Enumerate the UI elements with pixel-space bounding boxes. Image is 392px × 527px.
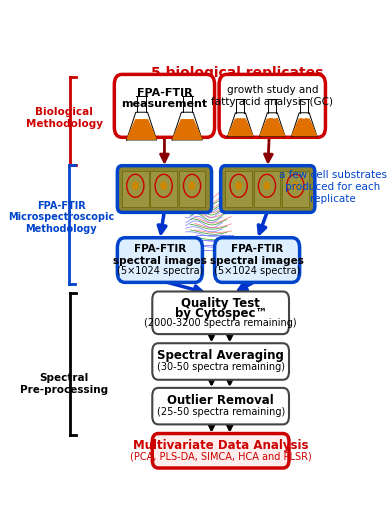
Text: FPA-FTIR
Microspectroscopic
Methodology: FPA-FTIR Microspectroscopic Methodology bbox=[8, 201, 114, 234]
Text: a few cell substrates
produced for each
replicate: a few cell substrates produced for each … bbox=[279, 170, 387, 203]
FancyBboxPatch shape bbox=[225, 171, 252, 207]
Polygon shape bbox=[236, 100, 244, 113]
Text: (5×1024 spectra): (5×1024 spectra) bbox=[214, 267, 300, 276]
Polygon shape bbox=[127, 112, 157, 140]
Text: II: II bbox=[184, 120, 191, 130]
Polygon shape bbox=[173, 120, 202, 139]
Polygon shape bbox=[260, 119, 285, 135]
Text: Outlier Removal: Outlier Removal bbox=[167, 394, 274, 407]
Text: Spectral
Pre-processing: Spectral Pre-processing bbox=[20, 373, 108, 395]
Polygon shape bbox=[228, 113, 253, 136]
FancyBboxPatch shape bbox=[254, 171, 280, 207]
Circle shape bbox=[236, 182, 241, 189]
Circle shape bbox=[293, 182, 298, 189]
Polygon shape bbox=[183, 97, 192, 112]
Text: (30-50 spectra remaining): (30-50 spectra remaining) bbox=[157, 362, 285, 372]
Text: (PCA, PLS-DA, SIMCA, HCA and PLSR): (PCA, PLS-DA, SIMCA, HCA and PLSR) bbox=[130, 452, 312, 462]
Circle shape bbox=[264, 182, 270, 189]
Text: Biological
Methodology: Biological Methodology bbox=[26, 107, 103, 129]
Text: FPA-FTIR
spectral images: FPA-FTIR spectral images bbox=[113, 245, 207, 266]
FancyBboxPatch shape bbox=[152, 343, 289, 380]
FancyBboxPatch shape bbox=[152, 291, 289, 334]
Text: by Cytospec™: by Cytospec™ bbox=[174, 307, 267, 320]
FancyBboxPatch shape bbox=[122, 171, 149, 207]
FancyBboxPatch shape bbox=[219, 74, 325, 138]
Polygon shape bbox=[291, 113, 317, 136]
FancyBboxPatch shape bbox=[117, 165, 212, 212]
FancyBboxPatch shape bbox=[114, 74, 214, 138]
FancyBboxPatch shape bbox=[152, 388, 289, 424]
Text: (5×1024 spectra): (5×1024 spectra) bbox=[117, 267, 203, 276]
FancyBboxPatch shape bbox=[282, 171, 309, 207]
Text: V: V bbox=[300, 119, 308, 129]
Polygon shape bbox=[260, 113, 285, 136]
Polygon shape bbox=[228, 119, 253, 135]
Text: FPA-FTIR
measurement: FPA-FTIR measurement bbox=[122, 88, 207, 110]
Polygon shape bbox=[127, 120, 156, 139]
Circle shape bbox=[189, 182, 195, 189]
Text: (25-50 spectra remaining): (25-50 spectra remaining) bbox=[156, 407, 285, 417]
Text: Multivariate Data Analysis: Multivariate Data Analysis bbox=[133, 438, 309, 452]
Text: III: III bbox=[235, 119, 246, 129]
FancyBboxPatch shape bbox=[221, 165, 315, 212]
Polygon shape bbox=[172, 112, 202, 140]
Circle shape bbox=[132, 182, 138, 189]
Text: Quality Test: Quality Test bbox=[181, 297, 260, 310]
Text: 5 biological replicates: 5 biological replicates bbox=[151, 65, 323, 80]
Polygon shape bbox=[292, 119, 317, 135]
Polygon shape bbox=[300, 100, 308, 113]
FancyBboxPatch shape bbox=[214, 238, 299, 282]
Text: IV: IV bbox=[267, 119, 278, 129]
Polygon shape bbox=[268, 100, 276, 113]
Text: FPA-FTIR
spectral images: FPA-FTIR spectral images bbox=[210, 245, 304, 266]
Text: growth study and
fatty acid analysis (GC): growth study and fatty acid analysis (GC… bbox=[211, 85, 333, 107]
Text: (2000-3200 spectra remaining): (2000-3200 spectra remaining) bbox=[144, 318, 297, 328]
Polygon shape bbox=[137, 97, 146, 112]
FancyBboxPatch shape bbox=[117, 238, 202, 282]
Text: Spectral Averaging: Spectral Averaging bbox=[157, 349, 284, 363]
Circle shape bbox=[161, 182, 166, 189]
Text: I: I bbox=[140, 120, 143, 130]
FancyBboxPatch shape bbox=[179, 171, 205, 207]
FancyBboxPatch shape bbox=[152, 434, 289, 468]
FancyBboxPatch shape bbox=[150, 171, 177, 207]
